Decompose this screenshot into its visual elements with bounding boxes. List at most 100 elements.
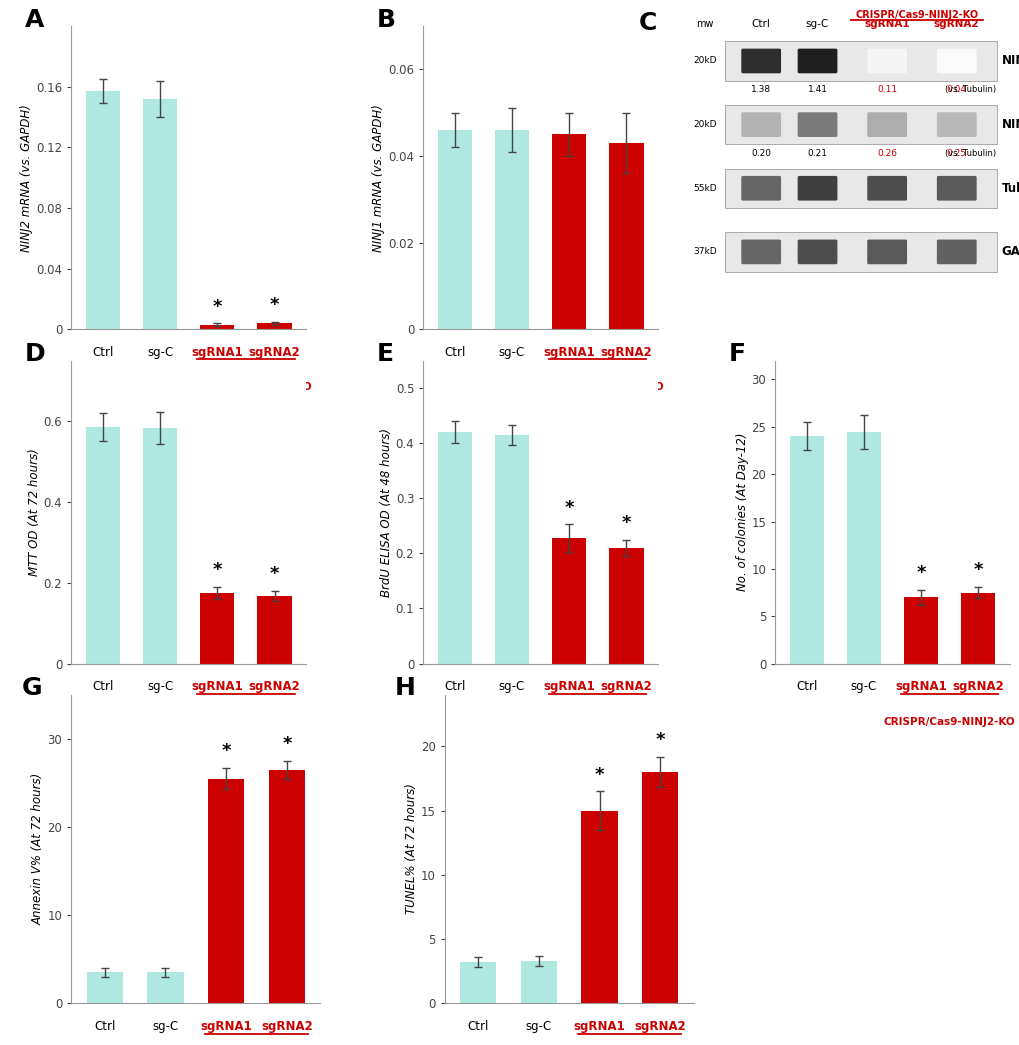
Text: 0.11: 0.11: [876, 86, 897, 94]
Text: sg-C: sg-C: [498, 680, 525, 693]
Text: C: C: [638, 10, 656, 34]
Bar: [143, 99, 177, 329]
Text: 0.26: 0.26: [876, 148, 897, 158]
Text: sgRNA1: sgRNA1: [543, 346, 594, 358]
Text: 1.41: 1.41: [807, 86, 826, 94]
Text: sgRNA2: sgRNA2: [952, 680, 1004, 693]
FancyBboxPatch shape: [936, 239, 976, 264]
Text: sg-C: sg-C: [147, 680, 173, 693]
Text: Ctrl: Ctrl: [443, 680, 465, 693]
Bar: [257, 323, 291, 329]
Bar: [268, 770, 305, 1003]
FancyBboxPatch shape: [936, 112, 976, 137]
Bar: [581, 811, 618, 1003]
Text: sg-C: sg-C: [152, 1020, 178, 1034]
Text: sg-C: sg-C: [850, 680, 876, 693]
Text: *: *: [594, 766, 603, 784]
Text: *: *: [269, 565, 279, 583]
Text: F: F: [728, 343, 745, 367]
Text: sgRNA2: sgRNA2: [261, 1020, 313, 1034]
Text: sg-C: sg-C: [147, 346, 173, 358]
Text: sgRNA1: sgRNA1: [895, 680, 946, 693]
Y-axis label: No. of colonies (At Day-12): No. of colonies (At Day-12): [735, 433, 748, 591]
FancyBboxPatch shape: [741, 239, 781, 264]
Text: *: *: [972, 561, 982, 579]
Text: sgRNA1: sgRNA1: [192, 346, 243, 358]
Bar: [551, 538, 586, 664]
Text: sg-C: sg-C: [498, 346, 525, 358]
Text: NINJ1: NINJ1: [1001, 118, 1019, 131]
Text: B: B: [376, 8, 395, 32]
Text: *: *: [212, 298, 222, 316]
Text: H: H: [394, 676, 416, 700]
Text: sgRNA1: sgRNA1: [543, 680, 594, 693]
Text: 20kD: 20kD: [692, 120, 716, 130]
Text: 37kD: 37kD: [692, 248, 716, 256]
FancyBboxPatch shape: [741, 112, 781, 137]
Text: E: E: [376, 343, 393, 367]
Bar: [723, 104, 996, 144]
Text: 55kD: 55kD: [692, 184, 716, 192]
Bar: [520, 960, 556, 1003]
Bar: [437, 130, 472, 329]
Text: Tubulin: Tubulin: [1001, 182, 1019, 194]
Text: mw: mw: [695, 19, 713, 29]
Text: *: *: [221, 742, 230, 761]
Text: G: G: [21, 676, 42, 700]
Text: sgRNA1: sgRNA1: [863, 19, 909, 29]
Bar: [257, 596, 291, 664]
Text: *: *: [621, 514, 631, 532]
Bar: [147, 972, 183, 1003]
FancyBboxPatch shape: [866, 239, 906, 264]
Text: sgRNA2: sgRNA2: [249, 346, 301, 358]
Bar: [494, 435, 529, 664]
Text: 1.38: 1.38: [750, 86, 770, 94]
FancyBboxPatch shape: [936, 176, 976, 201]
Bar: [494, 130, 529, 329]
Y-axis label: NINJ1 mRNA (vs. GAPDH): NINJ1 mRNA (vs. GAPDH): [372, 103, 385, 252]
Text: CRISPR/Cas9-NINJ2-KO: CRISPR/Cas9-NINJ2-KO: [883, 717, 1015, 726]
Y-axis label: MTT OD (At 72 hours): MTT OD (At 72 hours): [28, 448, 41, 576]
Text: CRISPR/Cas9-NINJ2-KO: CRISPR/Cas9-NINJ2-KO: [532, 382, 663, 392]
Bar: [608, 143, 643, 329]
Text: A: A: [24, 8, 44, 32]
Bar: [960, 593, 995, 664]
Bar: [723, 41, 996, 80]
Text: (vs. Tubulin): (vs. Tubulin): [945, 148, 996, 158]
FancyBboxPatch shape: [741, 176, 781, 201]
Bar: [86, 427, 120, 664]
Text: *: *: [655, 730, 664, 749]
Y-axis label: NINJ2 mRNA (vs. GAPDH): NINJ2 mRNA (vs. GAPDH): [20, 103, 34, 252]
Text: *: *: [915, 564, 925, 582]
Text: NINJ2: NINJ2: [1001, 54, 1019, 68]
Text: 0.21: 0.21: [807, 148, 826, 158]
Bar: [903, 598, 937, 664]
Text: Ctrl: Ctrl: [467, 1020, 488, 1034]
Text: CRISPR/Cas9-NINJ2-KO: CRISPR/Cas9-NINJ2-KO: [180, 382, 312, 392]
Text: (vs. Tubulin): (vs. Tubulin): [945, 86, 996, 94]
Bar: [723, 232, 996, 272]
Y-axis label: Annexin V% (At 72 hours): Annexin V% (At 72 hours): [32, 773, 45, 925]
Text: 20kD: 20kD: [692, 56, 716, 66]
FancyBboxPatch shape: [866, 176, 906, 201]
Text: Ctrl: Ctrl: [751, 19, 770, 29]
Bar: [789, 436, 823, 664]
Bar: [200, 593, 234, 664]
FancyBboxPatch shape: [866, 49, 906, 73]
Text: sgRNA2: sgRNA2: [600, 680, 652, 693]
Text: CRISPR/Cas9-NINJ2-KO: CRISPR/Cas9-NINJ2-KO: [855, 10, 977, 20]
Text: *: *: [212, 561, 222, 579]
Text: *: *: [282, 736, 291, 753]
Text: sg-C: sg-C: [805, 19, 828, 29]
Text: *: *: [269, 296, 279, 314]
Text: sgRNA2: sgRNA2: [933, 19, 978, 29]
Text: 0.04: 0.04: [946, 86, 966, 94]
FancyBboxPatch shape: [866, 112, 906, 137]
Text: GAPDH: GAPDH: [1001, 246, 1019, 258]
FancyBboxPatch shape: [797, 239, 837, 264]
FancyBboxPatch shape: [741, 49, 781, 73]
Text: CRISPR/Cas9-NINJ2-KO: CRISPR/Cas9-NINJ2-KO: [180, 717, 312, 726]
Bar: [608, 548, 643, 664]
Text: sgRNA2: sgRNA2: [249, 680, 301, 693]
Text: Ctrl: Ctrl: [94, 1020, 115, 1034]
